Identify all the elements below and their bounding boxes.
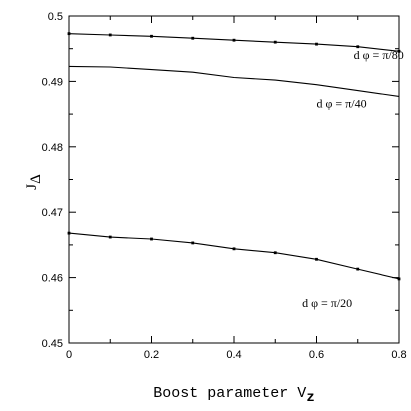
data-point [67, 231, 71, 235]
y-tick-label: 0.48 [42, 142, 63, 154]
data-point [273, 251, 277, 255]
data-point [356, 45, 360, 49]
data-point [67, 32, 71, 36]
data-point [315, 42, 318, 46]
data-point [273, 40, 277, 44]
data-point [108, 235, 112, 239]
tick-labels: 0 0.2 0.4 0.6 0.8 0.45 0.46 0.47 0.48 0.49 0.5 [42, 11, 407, 361]
plot-area-frame [68, 15, 400, 344]
y-tick-label: 0.46 [42, 273, 63, 285]
series-label-1: d φ = π/40 [317, 97, 367, 111]
ticks [68, 15, 400, 344]
data-point [108, 33, 112, 37]
data-point [315, 257, 318, 261]
y-axis-label-sub: Δ [28, 174, 44, 184]
data-point [356, 267, 360, 271]
y-axis-label: JΔ [24, 174, 44, 190]
x-tick-label: 0.4 [226, 349, 241, 361]
x-tick-label: 0 [66, 349, 72, 361]
series [67, 32, 401, 281]
x-tick-label: 0.8 [391, 349, 406, 361]
data-point [191, 241, 195, 245]
x-axis-label-sub: z [306, 390, 314, 406]
data-point [232, 247, 236, 251]
y-tick-label: 0.45 [42, 338, 63, 350]
y-axis-label-main: J [24, 184, 40, 190]
y-tick-label: 0.5 [48, 11, 63, 23]
series-label-0: d φ = π/80 [354, 48, 404, 62]
series-line-2 [68, 232, 400, 280]
series-line-0 [68, 33, 400, 52]
y-tick-label: 0.49 [42, 76, 63, 88]
x-axis-label-main: Boost parameter V [153, 385, 306, 402]
x-tick-label: 0.6 [309, 349, 324, 361]
y-tick-label: 0.47 [42, 207, 63, 219]
data-point [191, 36, 195, 40]
data-point [150, 34, 153, 38]
x-tick-label: 0.2 [144, 349, 159, 361]
series-line-1 [68, 65, 400, 97]
series-label-2: d φ = π/20 [302, 296, 352, 310]
data-point [150, 237, 153, 241]
x-axis-label: Boost parameter Vz [153, 385, 314, 406]
data-point [397, 277, 401, 281]
data-point [397, 49, 401, 53]
series-labels: d φ = π/80 d φ = π/40 d φ = π/20 [302, 48, 404, 310]
data-point [232, 38, 236, 42]
